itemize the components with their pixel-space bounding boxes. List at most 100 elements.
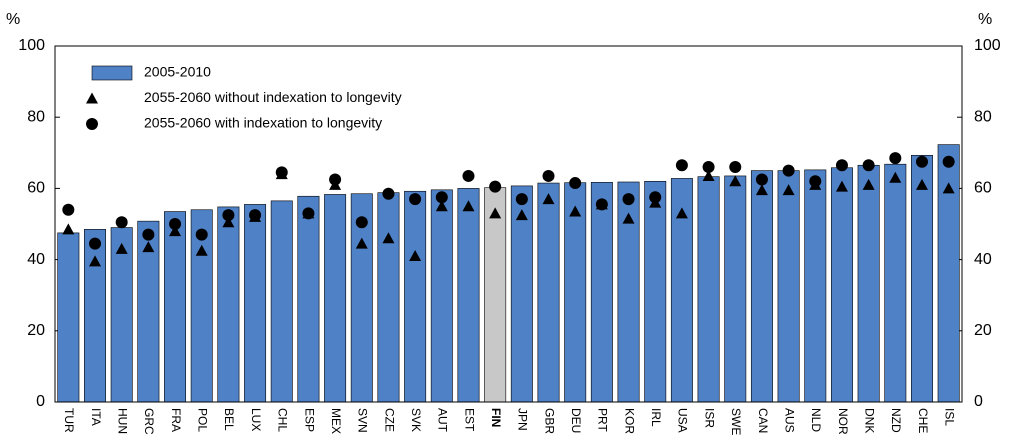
y2-tick-label: 100 [974, 37, 1001, 54]
x-tick-label: GBR [542, 408, 556, 434]
circle-marker [329, 173, 342, 186]
x-tick-label: EST [462, 408, 476, 432]
circle-marker [515, 193, 528, 206]
circle-marker [622, 193, 635, 206]
x-tick-label: CHL [276, 408, 290, 432]
x-tick-label: CZE [382, 408, 396, 432]
x-tick-label: BEL [222, 408, 236, 431]
circle-marker [489, 180, 502, 193]
triangle-marker [409, 250, 422, 262]
bar [724, 175, 747, 403]
triangle-marker [169, 225, 182, 237]
bar [244, 204, 267, 403]
bar [804, 169, 827, 403]
bar [297, 195, 320, 403]
y2-tick-label: 20 [974, 322, 992, 339]
y-tick-label: 0 [36, 393, 45, 410]
x-tick-label: AUS [782, 408, 796, 433]
bar [84, 229, 106, 403]
triangle-marker [355, 237, 368, 249]
circle-marker [915, 155, 928, 168]
x-tick-label: NOR [836, 408, 850, 435]
circle-marker [755, 173, 768, 186]
triangle-marker [489, 207, 502, 219]
circle-marker [782, 164, 795, 177]
circle-marker [542, 169, 555, 182]
circle-marker [649, 191, 662, 204]
x-tick-label: NLD [809, 408, 823, 432]
bar [830, 167, 853, 403]
circle-marker [862, 159, 875, 172]
y2-tick-label: 0 [974, 393, 983, 410]
triangle-marker [942, 182, 955, 194]
circle-marker [382, 187, 395, 200]
bar [484, 187, 507, 403]
circle-marker [115, 216, 128, 229]
circle-marker [702, 161, 715, 174]
plot-frame [54, 45, 963, 403]
y-tick-label: 80 [27, 108, 45, 125]
y2-tick-label: 60 [974, 180, 992, 197]
bar [217, 206, 240, 403]
x-tick-label: IRL [649, 408, 663, 427]
x-tick-label: HUN [116, 408, 130, 434]
x-tick-label: POL [196, 408, 210, 432]
x-tick-label: ISL [942, 408, 956, 426]
bar [697, 176, 720, 403]
x-tick-label: SWE [729, 408, 743, 435]
bar [590, 182, 613, 403]
circle-marker [409, 193, 422, 206]
x-tick-label: PRT [596, 408, 610, 432]
triangle-marker [675, 207, 688, 219]
x-tick-label: FRA [169, 408, 183, 432]
y-tick-label: 60 [27, 180, 45, 197]
legend-label: 2055-2060 without indexation to longevit… [144, 89, 402, 105]
bar [911, 154, 933, 403]
bar [457, 188, 480, 403]
circle-marker [462, 169, 475, 182]
triangle-marker [515, 209, 528, 221]
x-tick-label: GRC [142, 408, 156, 435]
triangle-marker [142, 241, 155, 253]
triangle-marker [382, 232, 395, 244]
legend-label: 2055-2060 with indexation to longevity [144, 115, 382, 131]
legend-swatch [86, 118, 98, 130]
x-tick-label: KOR [622, 408, 636, 434]
circle-marker [169, 218, 182, 230]
y2-tick-label: 80 [974, 108, 992, 125]
circle-marker [435, 191, 448, 204]
x-tick-label: LUX [249, 408, 263, 431]
x-tick-label: JPN [516, 408, 530, 431]
x-tick-label: AUT [436, 408, 450, 433]
x-tick-label: MEX [329, 408, 343, 434]
y-tick-label: 20 [27, 322, 45, 339]
triangle-marker [702, 169, 715, 181]
x-tick-label: ITA [89, 408, 103, 426]
x-tick-label: ISR [702, 408, 716, 428]
triangle-marker [222, 216, 235, 228]
triangle-marker [195, 244, 208, 256]
y2-axis-unit: % [978, 11, 992, 28]
triangle-marker [889, 171, 902, 183]
x-tick-label: CAN [756, 408, 770, 433]
circle-marker [62, 203, 75, 216]
bar [777, 170, 800, 403]
circle-marker [809, 175, 822, 188]
x-tick-label: USA [676, 408, 690, 433]
circle-marker [889, 152, 902, 165]
circle-marker [222, 209, 235, 222]
triangle-marker [862, 178, 875, 190]
bar [857, 164, 880, 403]
triangle-marker [462, 200, 475, 212]
circle-marker [835, 159, 848, 172]
triangle-marker [115, 242, 128, 254]
legend-label: 2005-2010 [144, 64, 211, 80]
x-tick-label: SVN [356, 408, 370, 433]
triangle-marker [622, 212, 635, 224]
legend-swatch [86, 92, 98, 104]
bar [430, 189, 453, 403]
circle-marker [249, 209, 262, 222]
y-tick-label: 100 [18, 37, 45, 54]
y2-tick-label: 40 [974, 251, 992, 268]
